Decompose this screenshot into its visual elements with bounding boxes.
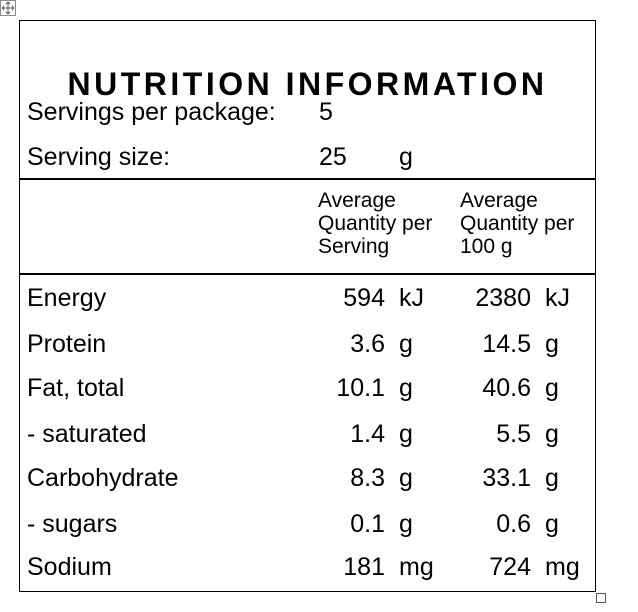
serving-size-label: Serving size: xyxy=(27,143,171,171)
divider-line xyxy=(20,273,595,275)
per-100g-value: 40.6 xyxy=(482,374,531,402)
per-serving-unit: g xyxy=(399,510,413,538)
per-serving-unit: g xyxy=(399,374,413,402)
servings-per-package-value: 5 xyxy=(319,98,333,126)
per-serving-value: 1.4 xyxy=(350,420,385,448)
per-100g-unit: g xyxy=(545,420,559,448)
per-serving-unit: mg xyxy=(399,553,434,581)
table-resize-handle[interactable] xyxy=(596,593,606,603)
col-header-line: Average xyxy=(318,189,396,212)
per-100g-value: 2380 xyxy=(475,284,531,312)
per-100g-unit: g xyxy=(545,510,559,538)
per-100g-value: 14.5 xyxy=(482,330,531,358)
panel-title: NUTRITION INFORMATION xyxy=(67,66,548,102)
per-100g-unit: g xyxy=(545,330,559,358)
nutrition-panel: NUTRITION INFORMATION Servings per packa… xyxy=(19,20,596,592)
per-100g-value: 0.6 xyxy=(496,510,531,538)
servings-per-package-label: Servings per package: xyxy=(27,98,276,126)
per-100g-unit: g xyxy=(545,464,559,492)
per-100g-unit: g xyxy=(545,374,559,402)
per-serving-value: 594 xyxy=(343,284,385,312)
divider-line xyxy=(20,178,595,180)
col-header-line: 100 g xyxy=(460,235,513,258)
col-header-per-100g: Average Quantity per 100 g xyxy=(460,189,574,258)
nutrient-name: - saturated xyxy=(27,420,147,448)
nutrient-name: Carbohydrate xyxy=(27,464,179,492)
col-header-per-serving: Average Quantity per Serving xyxy=(318,189,432,258)
per-100g-unit: kJ xyxy=(545,284,570,312)
col-header-line: Quantity per xyxy=(460,212,575,235)
per-serving-value: 181 xyxy=(343,553,385,581)
nutrient-name: Fat, total xyxy=(27,374,125,402)
nutrient-name: Protein xyxy=(27,330,107,358)
col-header-line: Quantity per xyxy=(318,212,433,235)
per-100g-value: 5.5 xyxy=(496,420,531,448)
serving-size-value: 25 xyxy=(319,143,347,171)
per-serving-value: 0.1 xyxy=(350,510,385,538)
per-100g-value: 724 xyxy=(489,553,531,581)
per-serving-unit: g xyxy=(399,420,413,448)
nutrient-name: Energy xyxy=(27,284,107,312)
per-100g-value: 33.1 xyxy=(482,464,531,492)
per-serving-value: 3.6 xyxy=(350,330,385,358)
per-serving-value: 10.1 xyxy=(336,374,385,402)
per-100g-unit: mg xyxy=(545,553,580,581)
table-move-handle-icon[interactable] xyxy=(0,0,16,16)
per-serving-unit: kJ xyxy=(399,284,424,312)
per-serving-value: 8.3 xyxy=(350,464,385,492)
col-header-line: Average xyxy=(460,189,538,212)
nutrient-name: - sugars xyxy=(27,510,118,538)
col-header-line: Serving xyxy=(318,235,390,258)
per-serving-unit: g xyxy=(399,464,413,492)
per-serving-unit: g xyxy=(399,330,413,358)
serving-size-unit: g xyxy=(399,143,413,171)
nutrient-name: Sodium xyxy=(27,553,112,581)
